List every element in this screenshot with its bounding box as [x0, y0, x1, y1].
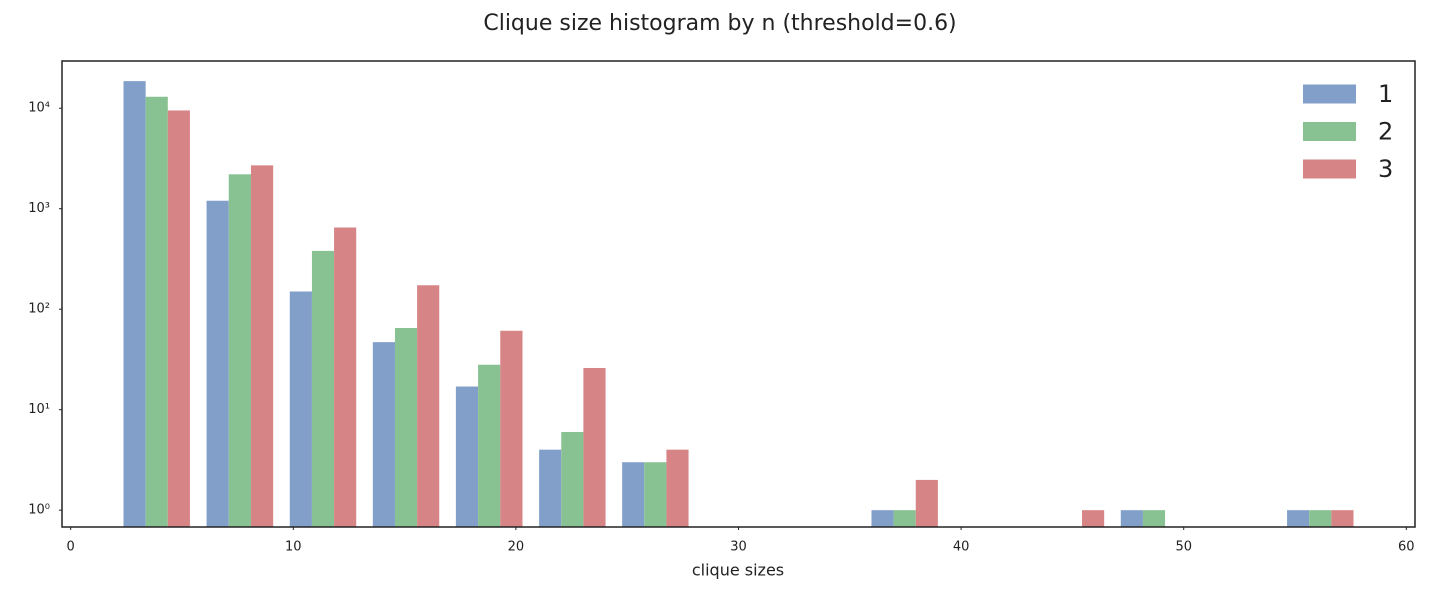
legend-swatch: [1303, 122, 1356, 141]
bar: [123, 81, 146, 527]
bar: [1082, 510, 1105, 527]
bar: [1120, 510, 1143, 527]
legend-label: 1: [1378, 80, 1393, 108]
bar: [1309, 510, 1332, 527]
bar: [145, 96, 168, 528]
x-tick-label: 20: [508, 540, 525, 555]
bar: [417, 285, 440, 527]
bar: [622, 462, 645, 527]
bar: [1287, 510, 1310, 527]
bar: [167, 110, 190, 527]
bar: [893, 510, 916, 527]
legend-label: 2: [1378, 118, 1393, 146]
bar: [1331, 510, 1354, 527]
bar: [372, 342, 395, 527]
y-tick-label: 10³: [28, 201, 50, 216]
x-tick-label: 0: [67, 540, 75, 555]
x-tick-label: 40: [953, 540, 970, 555]
legend-swatch: [1303, 159, 1356, 179]
bar: [871, 510, 894, 527]
x-tick-label: 50: [1175, 540, 1192, 555]
bar: [500, 330, 523, 527]
bar: [334, 227, 357, 527]
plot-frame: [61, 60, 1416, 528]
bar: [915, 479, 938, 527]
y-tick-label: 10²: [28, 302, 50, 317]
bar: [1142, 510, 1166, 527]
bar: [394, 327, 418, 527]
y-tick-label: 10¹: [28, 402, 50, 417]
bar: [228, 174, 251, 527]
x-tick-label: 60: [1398, 540, 1415, 555]
legend-label: 3: [1378, 155, 1393, 183]
x-tick-label: 10: [285, 540, 302, 555]
bar: [289, 291, 312, 527]
bar: [539, 449, 562, 527]
x-tick-label: 30: [730, 540, 747, 555]
bar: [561, 431, 584, 527]
bar: [250, 165, 274, 527]
bar: [583, 367, 606, 527]
bar: [311, 250, 335, 527]
bar: [644, 462, 667, 527]
bar: [666, 449, 689, 527]
bar: [478, 364, 501, 527]
legend-swatch: [1303, 84, 1356, 104]
bar: [455, 386, 479, 527]
y-tick-label: 10⁴: [28, 101, 50, 116]
x-axis-label: clique sizes: [692, 561, 784, 580]
bar: [206, 200, 229, 527]
y-tick-label: 10⁰: [28, 503, 50, 518]
chart-title: Clique size histogram by n (threshold=0.…: [483, 11, 956, 36]
